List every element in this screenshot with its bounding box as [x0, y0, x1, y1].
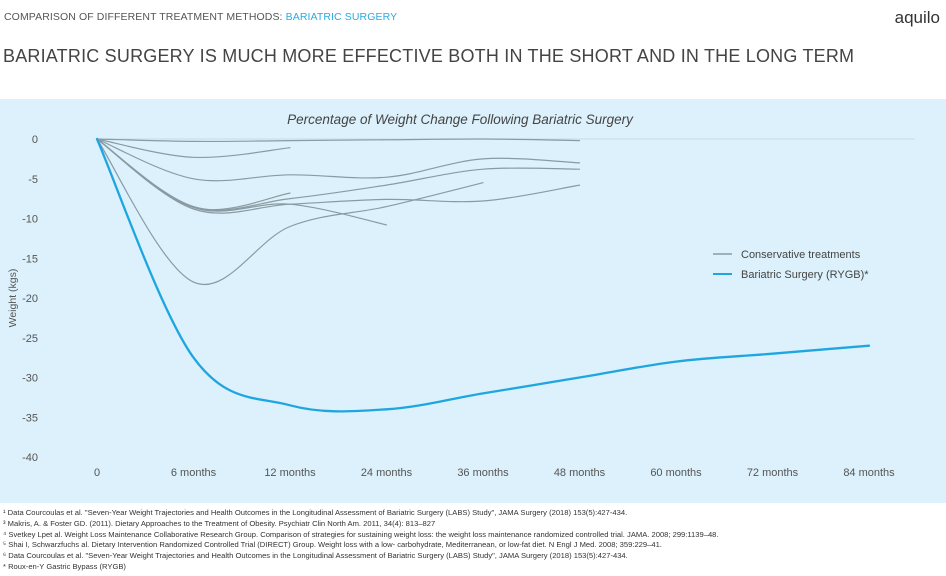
series-line-conservative-1: [96, 138, 291, 159]
weight-change-chart: Percentage of Weight Change Following Ba…: [7, 112, 915, 479]
y-axis-label: Weight (kgs): [7, 269, 19, 328]
x-tick-label: 12 months: [264, 467, 316, 479]
series-line-conservative-6: [96, 138, 291, 211]
y-tick-label: -40: [22, 452, 38, 464]
chart-legend: Conservative treatments Bariatric Surgery…: [713, 249, 869, 281]
footnote: ¹ Data Courcoulas et al. "Seven-Year Wei…: [3, 508, 628, 517]
footnote: ³ Makris, A. & Foster GD. (2011). Dietar…: [3, 518, 436, 528]
legend-item-conservative: Conservative treatments: [713, 249, 861, 261]
chart-title: Percentage of Weight Change Following Ba…: [287, 112, 634, 127]
x-tick-label: 0: [94, 467, 100, 479]
y-tick-label: -30: [22, 373, 38, 385]
y-tick-label: -10: [22, 214, 38, 226]
footnotes: ¹ Data Courcoulas et al. "Seven-Year Wei…: [3, 508, 719, 573]
series-line-conservative-5: [96, 138, 388, 226]
series-line-bariatric-surgery: [95, 137, 871, 413]
page-title: BARIATRIC SURGERY IS MUCH MORE EFFECTIVE…: [3, 46, 855, 66]
x-tick-label: 24 months: [361, 467, 413, 479]
y-tick-label: -20: [22, 293, 38, 305]
x-tick-label: 36 months: [457, 467, 509, 479]
x-tick-label: 6 months: [171, 467, 217, 479]
y-tick-label: -25: [22, 333, 38, 345]
legend-label: Bariatric Surgery (RYGB)*: [741, 269, 869, 281]
footnote: ⁶ Data Courcoulas et al. "Seven-Year Wei…: [3, 551, 628, 561]
brand-logo: aquilo: [894, 8, 940, 27]
breadcrumb-prefix: COMPARISON OF DIFFERENT TREATMENT METHOD…: [4, 11, 283, 23]
x-tick-label: 72 months: [747, 467, 799, 479]
y-tick-label: -5: [28, 174, 38, 186]
x-tick-label: 48 months: [554, 467, 606, 479]
series-line-conservative-7: [96, 138, 484, 285]
series-line-conservative-4: [96, 138, 581, 214]
legend-label: Conservative treatments: [741, 249, 861, 261]
chart-panel: Percentage of Weight Change Following Ba…: [0, 99, 946, 503]
breadcrumb: COMPARISON OF DIFFERENT TREATMENT METHOD…: [4, 11, 397, 23]
legend-item-surgery: Bariatric Surgery (RYGB)*: [713, 269, 869, 281]
series-line-conservative-2: [96, 138, 581, 182]
x-tick-label: 84 months: [843, 467, 895, 479]
footnote: * Roux-en-Y Gastric Bypass (RYGB): [3, 561, 126, 571]
x-tick-label: 60 months: [650, 467, 702, 479]
y-tick-label: -15: [22, 253, 38, 265]
breadcrumb-highlight[interactable]: BARIATRIC SURGERY: [285, 11, 398, 23]
y-tick-label: 0: [32, 134, 38, 146]
y-tick-label: -35: [22, 412, 38, 424]
series-line-conservative-8: [96, 138, 581, 143]
footnote: ⁵ Shai I, Schwarzfuchs al. Dietary Inter…: [3, 540, 662, 550]
series-line-conservative-3: [96, 138, 581, 211]
footnote: ⁴ Svetkey Lpet al. Weight Loss Maintenan…: [3, 529, 719, 539]
